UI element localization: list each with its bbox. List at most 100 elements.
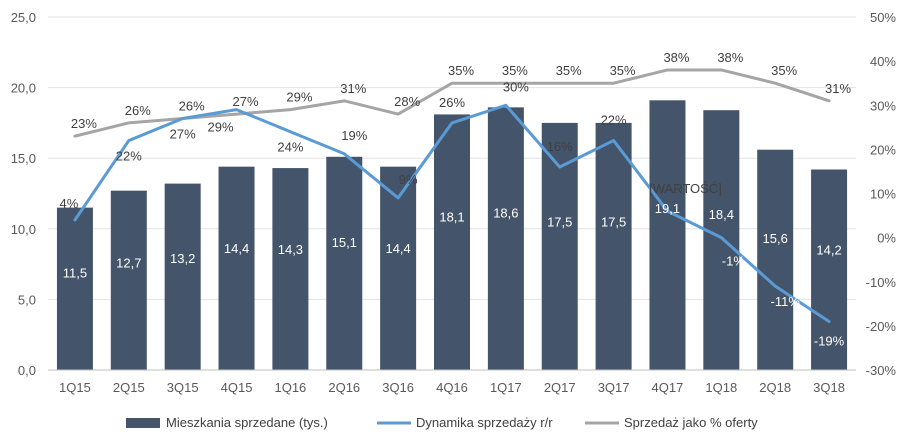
x-axis-tick-labels: 1Q15 2Q15 3Q15 4Q15 1Q16 2Q16 3Q16 4Q16 1Q17 2Q17… <box>59 380 845 395</box>
bar <box>757 149 794 370</box>
x-tick-label: 2Q16 <box>328 380 360 395</box>
bar <box>326 156 363 370</box>
left-tick-label: 10,0 <box>11 222 36 237</box>
bar-data-label: 18,6 <box>493 205 518 220</box>
bar-data-label: 14,2 <box>816 243 841 258</box>
bar <box>595 122 632 371</box>
right-tick-label: 10% <box>870 187 896 202</box>
legend-label-offer-share: Sprzedaż jako % oferty <box>624 415 758 430</box>
bar <box>434 114 470 370</box>
bar <box>272 168 309 370</box>
offer-share-data-label: 23% <box>71 116 97 131</box>
left-tick-label: 5,0 <box>18 292 36 307</box>
bar <box>703 110 740 370</box>
yoy-data-label: 22% <box>601 113 627 128</box>
bar-data-label: 14,4 <box>224 241 249 256</box>
offer-share-data-label: 31% <box>340 81 366 96</box>
offer-share-data-label: 38% <box>663 50 689 65</box>
offer-share-data-label: 35% <box>610 63 636 78</box>
bar-data-label: 15,6 <box>763 231 788 246</box>
bar <box>649 100 686 371</box>
yoy-data-label: 9% <box>399 172 418 187</box>
bar-data-label: 18,1 <box>439 210 464 225</box>
yoy-data-label: 22% <box>116 149 142 164</box>
offer-share-data-label: 26% <box>125 103 151 118</box>
x-tick-label: 4Q15 <box>221 380 253 395</box>
x-tick-label: 1Q16 <box>274 380 306 395</box>
bar-data-label: 14,3 <box>278 242 303 257</box>
bar <box>487 107 524 371</box>
yoy-data-label: 30% <box>503 79 529 94</box>
x-tick-label: 2Q17 <box>544 380 576 395</box>
left-tick-label: 0,0 <box>18 363 36 378</box>
yoy-data-label: -19% <box>814 333 845 348</box>
bar <box>110 190 147 370</box>
yoy-data-label: 16% <box>547 139 573 154</box>
x-tick-label: 2Q15 <box>113 380 145 395</box>
yoy-data-label: 26% <box>439 95 465 110</box>
yoy-data-label: -11% <box>771 294 801 309</box>
right-y-axis: -30% -20% -10% 0% 10% 20% 30% 40% 50% <box>866 10 897 378</box>
yoy-data-label: 19% <box>341 128 367 143</box>
offer-share-data-label: 38% <box>717 50 743 65</box>
right-tick-label: -30% <box>866 363 897 378</box>
bar-data-label: 15,1 <box>332 235 357 250</box>
offer-share-data-label: 35% <box>448 63 474 78</box>
right-tick-label: 0% <box>877 231 896 246</box>
yoy-data-label: -1% <box>722 254 746 269</box>
right-tick-label: -10% <box>866 275 897 290</box>
x-tick-label: 4Q16 <box>436 380 468 395</box>
right-tick-label: 30% <box>870 98 896 113</box>
data-labels: 11,5 12,7 13,2 14,4 14,3 15,1 14,4 18,1 18,6 17,5… <box>60 50 852 349</box>
right-tick-label: 40% <box>870 54 896 69</box>
yoy-data-label: 29% <box>208 120 234 135</box>
bar-data-label: 11,5 <box>63 266 87 281</box>
bar <box>811 169 848 370</box>
yoy-data-label: 24% <box>277 140 303 155</box>
bar <box>541 122 578 371</box>
x-tick-label: 2Q18 <box>759 380 791 395</box>
left-tick-label: 25,0 <box>11 10 36 25</box>
bar-data-label: 19,1 <box>655 201 680 216</box>
bar-data-label: 18,4 <box>709 207 734 222</box>
bars-series <box>56 100 848 371</box>
offer-share-data-label: 35% <box>556 63 582 78</box>
offer-share-data-label: 35% <box>771 63 797 78</box>
x-tick-label: 1Q17 <box>490 380 522 395</box>
bar-data-label: 12,7 <box>116 255 141 270</box>
right-tick-label: 50% <box>870 10 896 25</box>
offer-share-data-label: 31% <box>825 81 851 96</box>
bar-data-label: 17,5 <box>547 215 572 230</box>
bar <box>380 166 417 370</box>
x-tick-label: 3Q15 <box>167 380 199 395</box>
x-tick-label: 4Q17 <box>652 380 684 395</box>
offer-share-data-label: 27% <box>233 94 259 109</box>
yoy-data-label: 27% <box>170 126 196 141</box>
bar-data-label: 17,5 <box>601 215 626 230</box>
right-tick-label: -20% <box>866 319 897 334</box>
yoy-line <box>73 103 831 323</box>
offer-share-data-label: 26% <box>179 98 205 113</box>
offer-share-data-label: 35% <box>502 63 528 78</box>
legend-swatch-bars <box>126 418 160 428</box>
x-tick-label: 3Q16 <box>382 380 414 395</box>
bar <box>164 183 201 370</box>
yoy-data-label: [WARTOŚĆ] <box>649 181 722 196</box>
offer-share-data-label: 28% <box>394 94 420 109</box>
legend-label-yoy: Dynamika sprzedaży r/r <box>416 415 553 430</box>
right-tick-label: 20% <box>870 142 896 157</box>
bar-data-label: 13,2 <box>170 251 195 266</box>
left-y-axis: 0,0 5,0 10,0 15,0 20,0 25,0 <box>11 10 36 378</box>
bar-data-label: 14,4 <box>385 241 410 256</box>
x-tick-label: 1Q18 <box>705 380 737 395</box>
bar <box>218 166 255 370</box>
legend-label-bars: Mieszkania sprzedane (tys.) <box>166 415 328 430</box>
legend: Mieszkania sprzedane (tys.) Dynamika spr… <box>126 415 758 430</box>
yoy-data-label: 4% <box>60 196 79 211</box>
offer-share-data-label: 29% <box>286 90 312 105</box>
line-series-yoy <box>73 103 831 323</box>
x-tick-label: 1Q15 <box>59 380 91 395</box>
bar <box>56 207 93 370</box>
left-tick-label: 20,0 <box>11 81 36 96</box>
